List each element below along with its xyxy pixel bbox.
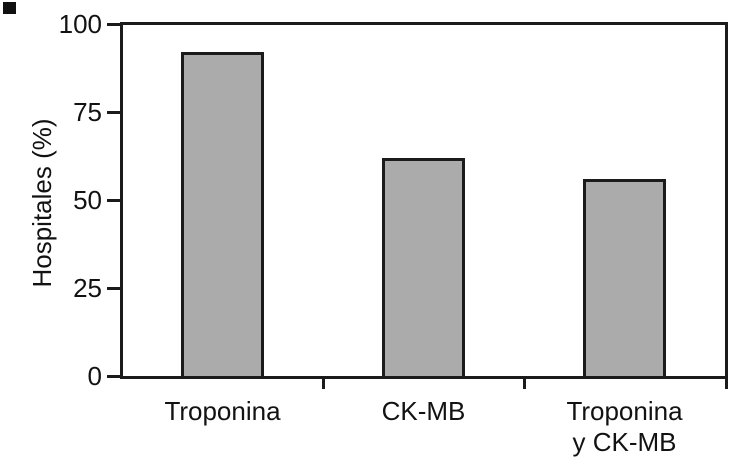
scan-corner-artifact — [3, 2, 16, 14]
y-tick-label-0: 0 — [87, 361, 102, 391]
category-label-line: CK-MB — [381, 396, 466, 426]
y-tick-label-75: 75 — [73, 97, 102, 127]
category-label-line: Troponina — [566, 396, 683, 426]
category-label-troponina-y-ck-mb: Troponina y CK-MB — [520, 396, 730, 458]
y-tick-50 — [107, 198, 120, 202]
x-boundary-tick-1 — [321, 376, 325, 389]
bar-troponina-y-ck-mb — [583, 178, 666, 378]
category-label-line: y CK-MB — [572, 427, 677, 457]
bar-ck-mb — [382, 157, 465, 378]
bar-troponina — [181, 52, 264, 378]
y-tick-75 — [107, 110, 120, 114]
y-tick-100 — [107, 22, 120, 26]
category-label-line: Troponina — [164, 396, 281, 426]
x-boundary-tick-2 — [522, 376, 526, 389]
y-tick-label-25: 25 — [73, 273, 102, 303]
y-tick-25 — [107, 286, 120, 290]
category-label-troponina: Troponina — [118, 396, 328, 427]
category-label-ck-mb: CK-MB — [319, 396, 529, 427]
y-tick-0 — [107, 374, 120, 378]
y-tick-label-50: 50 — [73, 185, 102, 215]
x-corner-tick-right — [725, 376, 728, 389]
y-tick-label-100: 100 — [58, 9, 102, 39]
